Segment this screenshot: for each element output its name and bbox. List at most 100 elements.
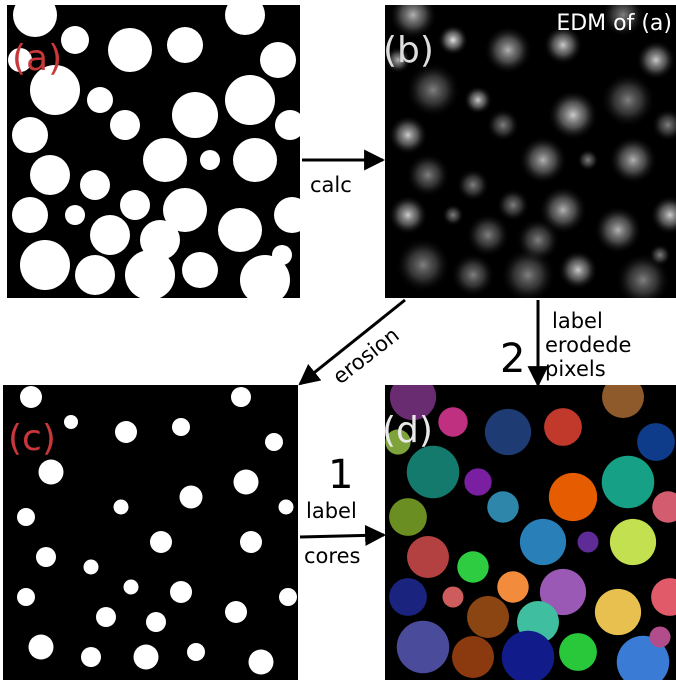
edm-blob <box>636 40 676 80</box>
particle <box>200 150 220 170</box>
edm-blob <box>594 206 642 254</box>
edm-blob <box>548 90 599 141</box>
figure: (a) (b) EDM of (a) (c) (d) calc erosion … <box>0 0 676 680</box>
particle <box>65 205 85 225</box>
labeled-particle <box>407 536 449 578</box>
core <box>234 470 259 495</box>
labeled-particle <box>438 407 467 436</box>
particle <box>260 42 296 78</box>
labeled-particle <box>559 633 597 671</box>
edm-blob <box>388 195 428 235</box>
particle <box>30 155 70 195</box>
labeled-particle <box>578 532 599 553</box>
core <box>39 460 64 485</box>
core <box>29 635 54 660</box>
core <box>115 421 137 443</box>
panel-label: (b) <box>383 30 434 71</box>
edm-blob <box>457 169 490 202</box>
particle <box>87 87 113 113</box>
edm-blob <box>519 136 567 184</box>
core <box>114 500 129 515</box>
core <box>17 588 35 606</box>
core <box>249 650 274 675</box>
panel-label: (c) <box>8 418 56 459</box>
arrow <box>300 535 384 537</box>
particle <box>80 170 110 200</box>
edm-blob <box>396 238 451 293</box>
core <box>81 647 101 667</box>
core <box>172 418 190 436</box>
core <box>279 500 294 515</box>
particle <box>143 138 187 182</box>
labeled-particle <box>407 446 460 499</box>
labeled-particle <box>457 551 489 583</box>
edm-blob <box>609 136 657 184</box>
core <box>96 607 116 627</box>
arrow-label: label <box>306 499 357 523</box>
labeled-particle <box>544 408 582 446</box>
arrow-label: pixels <box>545 357 606 381</box>
core <box>134 645 159 670</box>
labeled-particle <box>595 589 641 635</box>
labeled-particle <box>467 596 509 638</box>
core <box>20 386 42 408</box>
particle <box>75 255 115 295</box>
edm-blob <box>497 189 530 222</box>
labeled-particle <box>520 519 566 565</box>
core <box>150 531 172 553</box>
core <box>64 415 78 429</box>
core <box>180 486 203 509</box>
edm-blob <box>601 73 656 128</box>
particle <box>20 240 70 290</box>
panel-caption: EDM of (a) <box>556 11 672 36</box>
particle <box>272 245 292 265</box>
particle <box>172 92 218 138</box>
edm-blob <box>484 26 532 74</box>
edm-blob <box>438 25 469 56</box>
edm-blob <box>577 149 599 171</box>
labeled-particle <box>497 571 529 603</box>
edm-blob <box>558 250 598 290</box>
core <box>225 601 247 623</box>
labeled-particle <box>487 491 519 523</box>
labeled-particle <box>389 498 427 536</box>
labeled-particle <box>464 468 491 495</box>
arrow-label: label <box>552 309 603 333</box>
edm-blob <box>501 248 556 303</box>
core <box>146 612 166 632</box>
core <box>279 588 297 606</box>
edm-blob <box>466 213 510 257</box>
particle <box>120 190 150 220</box>
step-number: 2 <box>500 336 525 382</box>
labeled-particle <box>443 587 464 608</box>
arrow-label: calc <box>310 173 352 197</box>
core <box>187 643 205 661</box>
core <box>84 560 99 575</box>
labeled-particle <box>397 621 450 674</box>
edm-blob <box>487 109 520 142</box>
labeled-particle <box>549 473 597 521</box>
page: (a) (b) EDM of (a) (c) (d) calc erosion … <box>0 0 676 680</box>
edm-blob <box>442 204 464 226</box>
particle <box>275 110 305 140</box>
edm-blob <box>464 86 493 115</box>
particle <box>274 197 310 233</box>
labeled-particle <box>485 409 531 455</box>
core <box>124 580 139 595</box>
particle <box>12 197 48 233</box>
labeled-particle <box>389 578 427 616</box>
arrow-label: erodede <box>545 333 631 357</box>
particle <box>110 110 140 140</box>
labeled-particle <box>452 636 494 678</box>
core <box>240 531 262 553</box>
core <box>265 433 283 451</box>
core <box>36 547 56 567</box>
panel-label: (a) <box>12 38 62 79</box>
edm-blob <box>406 153 450 197</box>
labeled-particle <box>602 456 655 509</box>
edm-blob <box>649 244 671 266</box>
labeled-particle <box>637 423 675 461</box>
particle <box>12 117 48 153</box>
particle <box>90 215 130 255</box>
particle <box>233 138 277 182</box>
